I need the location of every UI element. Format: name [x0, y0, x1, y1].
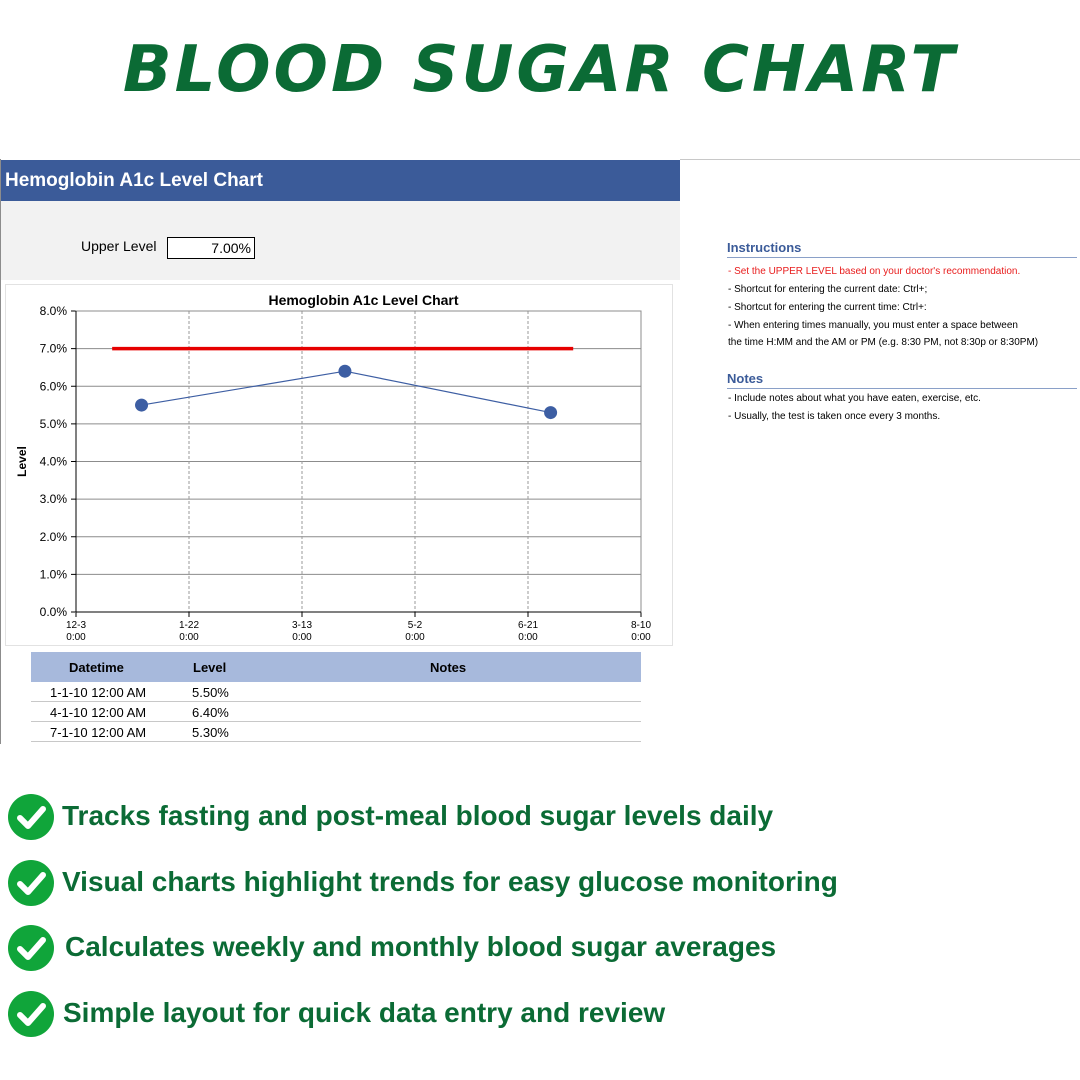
level-data-point [338, 364, 352, 378]
table-row[interactable]: 1-1-10 12:00 AM 5.50% [31, 682, 641, 702]
notes-heading: Notes [727, 371, 764, 386]
feature-item: Simple layout for quick data entry and r… [8, 991, 1078, 1039]
instruction-line: the time H:MM and the AM or PM (e.g. 8:3… [728, 337, 1039, 348]
upper-level-label: Upper Level [81, 238, 157, 254]
x-tick-label: 12-3 [66, 620, 86, 631]
notes-line: - Include notes about what you have eate… [728, 393, 981, 404]
upper-level-input[interactable]: 7.00% [167, 237, 255, 259]
row-level[interactable]: 5.30% [192, 725, 229, 740]
x-tick-label: 0:00 [66, 632, 86, 643]
sheet-header: Hemoglobin A1c Level Chart [1, 160, 680, 201]
notes-line: - Usually, the test is taken once every … [728, 411, 941, 422]
y-tick-label: 5.0% [40, 417, 68, 431]
chart-title: Hemoglobin A1c Level Chart [268, 292, 458, 308]
sheet-left-border [0, 159, 1, 744]
chart-canvas: Hemoglobin A1c Level Chart 0.0% 1.0% 2.0% 3.… [15, 292, 651, 643]
check-circle-icon [8, 860, 54, 906]
row-level[interactable]: 5.50% [192, 685, 229, 700]
level-data-point [135, 398, 149, 412]
feature-item: Visual charts highlight trends for easy … [8, 860, 1078, 908]
header-datetime: Datetime [69, 660, 124, 675]
y-tick-label: 8.0% [40, 304, 68, 318]
row-level[interactable]: 6.40% [192, 705, 229, 720]
x-tick-label: 0:00 [518, 632, 538, 643]
feature-item: Tracks fasting and post-meal blood sugar… [8, 794, 1078, 842]
table-row[interactable]: 7-1-10 12:00 AM 5.30% [31, 722, 641, 742]
feature-text: Calculates weekly and monthly blood suga… [65, 931, 777, 962]
y-axis-label: Level [15, 446, 29, 477]
sheet-divider [680, 159, 1080, 160]
x-tick-label: 3-13 [292, 620, 312, 631]
x-tick-label: 0:00 [292, 632, 312, 643]
x-tick-label: 0:00 [179, 632, 199, 643]
instructions-heading: Instructions [727, 240, 802, 255]
y-tick-label: 4.0% [40, 455, 68, 469]
instruction-line: - Shortcut for entering the current time… [728, 302, 927, 313]
table-row[interactable]: 4-1-10 12:00 AM 6.40% [31, 702, 641, 722]
header-level: Level [193, 660, 227, 675]
row-datetime[interactable]: 1-1-10 12:00 AM [50, 685, 147, 700]
x-tick-label: 1-22 [179, 620, 199, 631]
x-tick-label: 6-21 [518, 620, 538, 631]
y-tick-label: 3.0% [40, 492, 68, 506]
a1c-chart: Hemoglobin A1c Level Chart 0.0% 1.0% 2.0% 3.… [5, 284, 673, 646]
check-circle-icon [8, 991, 54, 1037]
feature-text: Visual charts highlight trends for easy … [62, 866, 838, 897]
level-data-point [544, 406, 558, 420]
instruction-line: - Set the UPPER LEVEL based on your doct… [728, 266, 1021, 277]
instruction-line: - Shortcut for entering the current date… [728, 284, 928, 295]
page-title: BLOOD SUGAR CHART [122, 33, 958, 107]
notes-rule [727, 388, 1077, 389]
check-circle-icon [8, 925, 54, 971]
header-notes: Notes [430, 660, 467, 675]
feature-text: Simple layout for quick data entry and r… [63, 997, 666, 1028]
x-tick-label: 0:00 [405, 632, 425, 643]
y-tick-label: 1.0% [40, 567, 68, 581]
x-tick-label: 0:00 [631, 632, 651, 643]
y-tick-label: 2.0% [40, 530, 68, 544]
table-header: Datetime Level Notes [31, 652, 641, 682]
x-tick-label: 8-10 [631, 620, 651, 631]
a1c-data-table: Datetime Level Notes 1-1-10 12:00 AM 5.5… [31, 652, 641, 742]
row-datetime[interactable]: 4-1-10 12:00 AM [50, 705, 147, 720]
instruction-line: - When entering times manually, you must… [728, 320, 1018, 331]
check-circle-icon [8, 794, 54, 840]
y-tick-label: 6.0% [40, 379, 68, 393]
feature-item: Calculates weekly and monthly blood suga… [8, 925, 1078, 973]
y-tick-label: 7.0% [40, 342, 68, 356]
y-tick-label: 0.0% [40, 605, 68, 619]
settings-area [1, 201, 680, 280]
feature-text: Tracks fasting and post-meal blood sugar… [62, 800, 774, 831]
row-datetime[interactable]: 7-1-10 12:00 AM [50, 725, 147, 740]
x-tick-label: 5-2 [408, 620, 423, 631]
instructions-rule [727, 257, 1077, 258]
